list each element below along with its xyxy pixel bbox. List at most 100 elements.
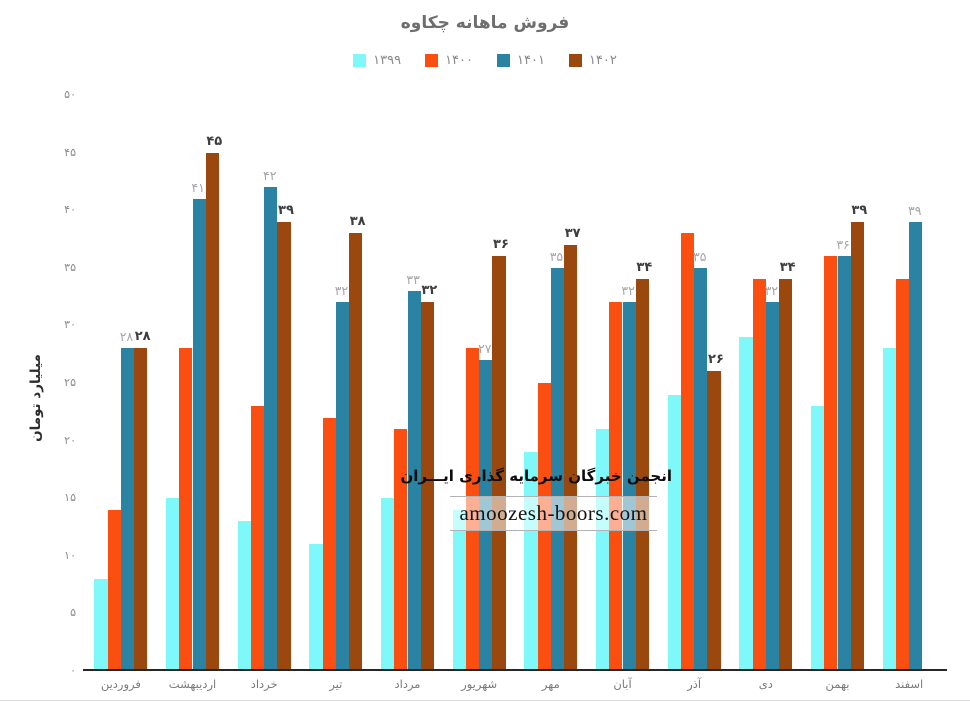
legend-swatch-icon: [425, 54, 439, 67]
bar-value-label-۱۴۰۱-m2: ۴۱: [191, 179, 205, 195]
bar-۱۳۹۹-m11: [811, 406, 825, 671]
y-tick-label: ۴۰: [64, 203, 76, 217]
y-tick-label: ۱۵: [64, 491, 76, 505]
bar-۱۳۹۹-m3: [237, 521, 251, 671]
bar-۱۴۰۲-m9: [707, 371, 721, 671]
bar-value-label-۱۴۰۲-m7: ۳۷: [564, 225, 581, 241]
bar-۱۴۰۰-m3: [250, 406, 265, 671]
bar-۱۴۰۰-m9: [680, 233, 695, 671]
bar-۱۳۹۹-m9: [667, 394, 681, 671]
legend-item-3: ۱۴۰۱: [497, 53, 545, 68]
bar-value-label-۱۴۰۲-m11: ۳۹: [851, 202, 868, 218]
bar-۱۳۹۹-m2: [166, 498, 180, 671]
bar-value-label-۱۴۰۲-m3: ۳۹: [278, 202, 294, 218]
x-axis-label-m12: اسفند: [895, 677, 924, 691]
watermark-url-text: amoozesh-boors.com: [459, 501, 648, 525]
y-tick-label: ۴۵: [64, 145, 76, 159]
bar-۱۴۰۲-m3: [277, 221, 291, 671]
x-axis-label-m2: اردیبهشت: [168, 677, 217, 691]
x-axis-label-m6: شهریور: [461, 677, 498, 691]
legend-swatch-icon: [353, 54, 367, 67]
bar-۱۴۰۰-m1: [107, 509, 121, 671]
bar-value-label-۱۴۰۱-m1: ۲۸: [119, 329, 134, 345]
legend-label: ۱۴۰۱: [517, 53, 545, 68]
legend-label: ۱۴۰۰: [445, 53, 473, 68]
bar-۱۴۰۱-m3: [264, 187, 278, 671]
bar-value-label-۱۴۰۲-m6: ۳۶: [493, 237, 509, 253]
chart-legend: ۱۳۹۹ ۱۴۰۰ ۱۴۰۱ ۱۴۰۲: [0, 53, 970, 68]
page-bottom-border: [0, 700, 970, 701]
bar-۱۴۰۲-m6: [492, 256, 506, 671]
bar-value-label-۱۴۰۱-m9: ۳۵: [693, 248, 707, 264]
y-tick-label: ۵: [70, 606, 76, 620]
bar-value-label-۱۴۰۱-m10: ۳۲: [764, 283, 779, 299]
bar-value-label-۱۴۰۲-m10: ۳۴: [779, 260, 796, 276]
x-axis-label-m10: دی: [758, 677, 773, 691]
bar-value-label-۱۴۰۲-m2: ۴۵: [206, 133, 223, 149]
legend-item-2: ۱۴۰۰: [425, 53, 473, 68]
bar-۱۴۰۱-m11: [837, 256, 851, 671]
bar-۱۳۹۹-m10: [739, 336, 753, 671]
bar-۱۴۰۰-m8: [609, 302, 623, 671]
bar-value-label-۱۴۰۲-m8: ۳۴: [636, 260, 653, 276]
bar-۱۴۰۰-m12: [895, 279, 910, 671]
x-axis-label-m1: فروردین: [100, 677, 141, 691]
bar-۱۴۰۱-m1: [120, 348, 135, 671]
legend-label: ۱۴۰۲: [588, 53, 617, 68]
bar-۱۳۹۹-m4: [309, 544, 323, 671]
bar-۱۴۰۲-m11: [850, 221, 864, 671]
bar-value-label-۱۴۰۱-m4: ۳۲: [334, 283, 349, 299]
bar-۱۴۰۱-m10: [765, 302, 780, 671]
chart-title: فروش ماهانه چکاوه: [400, 13, 570, 33]
x-axis-line: [83, 669, 947, 671]
bar-value-label-۱۴۰۲-m5: ۳۲: [421, 283, 438, 299]
bar-۱۴۰۱-m9: [694, 267, 708, 671]
bar-۱۳۹۹-m8: [596, 429, 610, 671]
x-axis-label-m11: بهمن: [825, 677, 850, 691]
y-tick-label: ۱۰: [64, 548, 76, 562]
bar-۱۳۹۹-m12: [882, 348, 896, 671]
bar-۱۴۰۰-m10: [752, 279, 766, 671]
bar-۱۴۰۲-m7: [564, 244, 578, 671]
bar-۱۴۰۲-m8: [635, 279, 649, 671]
bar-۱۴۰۱-m7: [550, 267, 565, 671]
x-axis-label-m4: تیر: [329, 677, 343, 691]
bar-value-label-۱۴۰۲-m1: ۲۸: [134, 329, 151, 345]
y-tick-label: ۵۰: [64, 88, 76, 101]
legend-swatch-icon: [568, 54, 582, 67]
y-tick-label: ۳۵: [64, 260, 76, 274]
bar-۱۴۰۲-m10: [779, 279, 793, 671]
legend-swatch-icon: [497, 54, 510, 67]
bar-value-label-۱۴۰۱-m3: ۴۲: [263, 168, 277, 184]
x-axis-label-m5: مرداد: [394, 677, 421, 691]
watermark-band: amoozesh-boors.com: [450, 496, 657, 531]
bar-۱۴۰۰-m5: [394, 429, 408, 671]
bar-value-label-۱۴۰۲-m4: ۳۸: [349, 214, 366, 230]
bar-۱۳۹۹-m1: [94, 578, 108, 671]
bar-value-label-۱۴۰۱-m7: ۳۵: [549, 248, 564, 264]
bar-value-label-۱۴۰۱-m12: ۳۹: [908, 202, 922, 218]
x-axis-label-m3: خرداد: [250, 677, 278, 691]
x-axis-label-m7: مهر: [541, 677, 560, 691]
bar-value-label-۱۴۰۱-m8: ۳۲: [621, 283, 635, 299]
legend-label: ۱۳۹۹: [373, 53, 402, 68]
bar-۱۴۰۰-m2: [179, 348, 193, 671]
y-tick-label: ۲۵: [64, 376, 76, 389]
bar-value-label-۱۴۰۱-m6: ۲۷: [478, 340, 492, 356]
bar-۱۳۹۹-m5: [381, 498, 395, 671]
legend-item-4: ۱۴۰۲: [568, 53, 617, 68]
x-axis-label-m8: آبان: [613, 677, 632, 691]
bar-۱۴۰۱-m5: [407, 290, 421, 671]
bar-value-label-۱۴۰۱-m11: ۳۶: [836, 237, 850, 253]
bar-۱۴۰۱-m4: [335, 302, 350, 671]
bar-۱۴۰۲-m2: [205, 152, 219, 671]
x-axis-label-m9: آذر: [687, 677, 702, 691]
y-tick-label: ۰: [70, 664, 76, 677]
bar-۱۴۰۰-m11: [824, 256, 838, 671]
bar-۱۴۰۲-m4: [349, 233, 363, 671]
bar-۱۴۰۰-m4: [322, 417, 336, 671]
y-axis-title: میلیارد تومان: [28, 354, 44, 442]
y-tick-label: ۲۰: [64, 433, 76, 447]
bar-۱۴۰۲-m1: [134, 348, 148, 671]
